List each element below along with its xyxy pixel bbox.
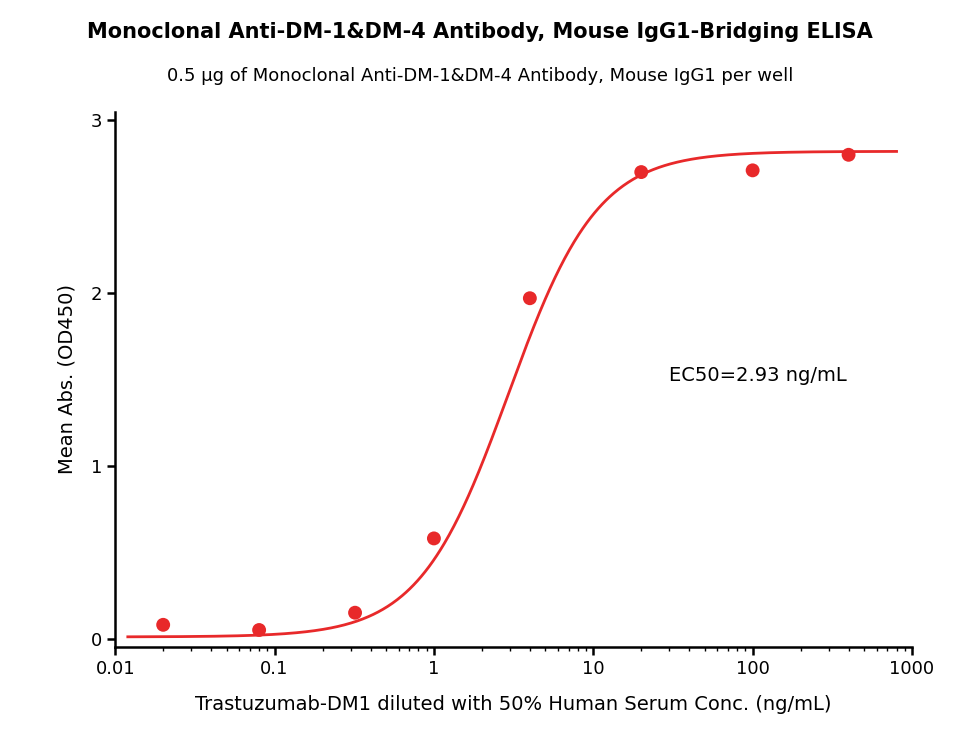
Point <box>252 624 267 636</box>
Point <box>156 619 171 631</box>
Text: 0.5 μg of Monoclonal Anti-DM-1&DM-4 Antibody, Mouse IgG1 per well: 0.5 μg of Monoclonal Anti-DM-1&DM-4 Anti… <box>167 67 793 85</box>
Point <box>745 164 760 176</box>
Y-axis label: Mean Abs. (OD450): Mean Abs. (OD450) <box>58 284 77 475</box>
Text: Monoclonal Anti-DM-1&DM-4 Antibody, Mouse IgG1-Bridging ELISA: Monoclonal Anti-DM-1&DM-4 Antibody, Mous… <box>87 22 873 42</box>
Point <box>841 149 856 161</box>
Point <box>522 292 538 304</box>
Point <box>426 533 442 545</box>
Text: EC50=2.93 ng/mL: EC50=2.93 ng/mL <box>669 367 847 385</box>
Point <box>348 607 363 619</box>
X-axis label: Trastuzumab-DM1 diluted with 50% Human Serum Conc. (ng/mL): Trastuzumab-DM1 diluted with 50% Human S… <box>195 695 832 714</box>
Point <box>634 166 649 178</box>
